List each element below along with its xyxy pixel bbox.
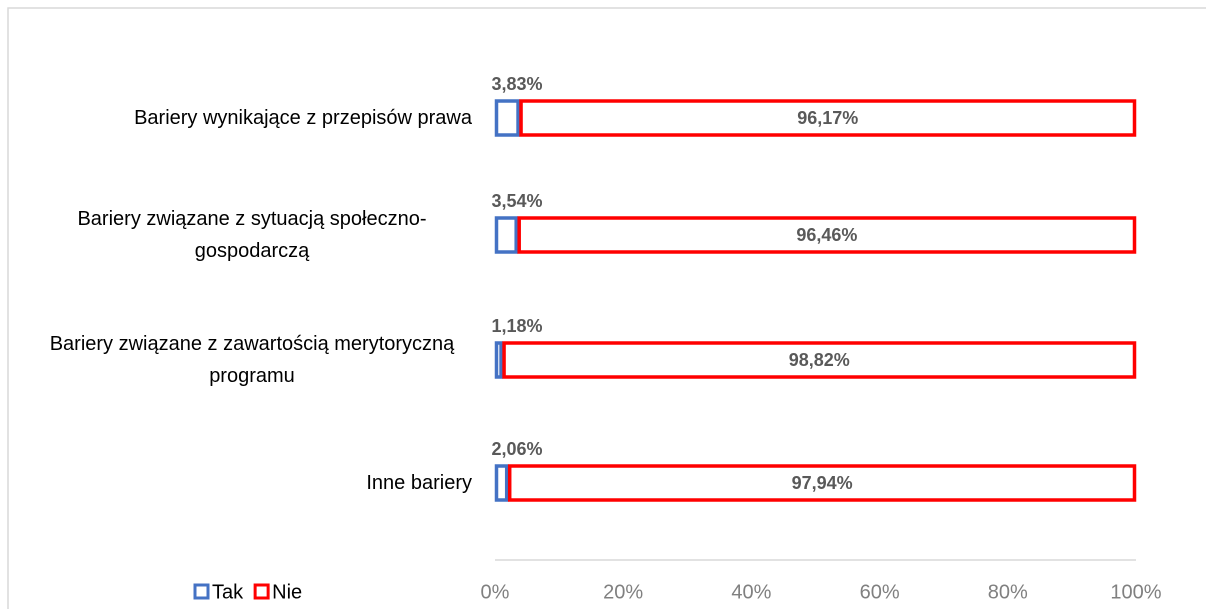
category-text: Bariery związane z zawartością merytoryc… <box>49 333 455 387</box>
category-label: Bariery wynikające z przepisów prawa <box>12 78 472 158</box>
bar-segment <box>502 341 1137 379</box>
category-text: Bariery związane z sytuacją społeczno-go… <box>77 208 427 262</box>
value-label: 1,18% <box>491 316 542 336</box>
value-label: 3,83% <box>491 74 542 94</box>
value-label: 2,06% <box>491 439 542 459</box>
legend-swatch <box>253 583 270 600</box>
category-text: Bariery wynikające z przepisów prawa <box>134 107 472 129</box>
x-tick-label: 20% <box>603 581 643 603</box>
category-label: Inne bariery <box>12 443 472 523</box>
value-label: 3,54% <box>491 191 542 211</box>
value-label: 97,94% <box>792 473 853 493</box>
bar-segment <box>494 464 509 502</box>
x-tick-label: 80% <box>988 581 1028 603</box>
x-tick-label: 100% <box>1110 581 1161 603</box>
bar-segment <box>517 216 1137 254</box>
value-label: 96,17% <box>797 108 858 128</box>
legend-swatch <box>193 583 210 600</box>
x-tick-label: 40% <box>731 581 771 603</box>
category-text: Inne bariery <box>366 472 472 494</box>
category-label: Bariery związane z sytuacją społeczno-go… <box>12 195 472 275</box>
bar-segment <box>494 216 518 254</box>
value-label: 98,82% <box>789 350 850 370</box>
bar-segment <box>494 99 520 137</box>
x-tick-label: 60% <box>860 581 900 603</box>
x-tick-label: 0% <box>481 581 510 603</box>
legend-label: Nie <box>272 581 302 603</box>
bar-segment <box>494 341 503 379</box>
legend-label: Tak <box>212 581 244 603</box>
bar-segment <box>519 99 1137 137</box>
value-label: 96,46% <box>796 225 857 245</box>
bar-segment <box>507 464 1137 502</box>
category-label: Bariery związane z zawartością merytoryc… <box>12 320 472 400</box>
chart-border <box>7 7 1206 609</box>
